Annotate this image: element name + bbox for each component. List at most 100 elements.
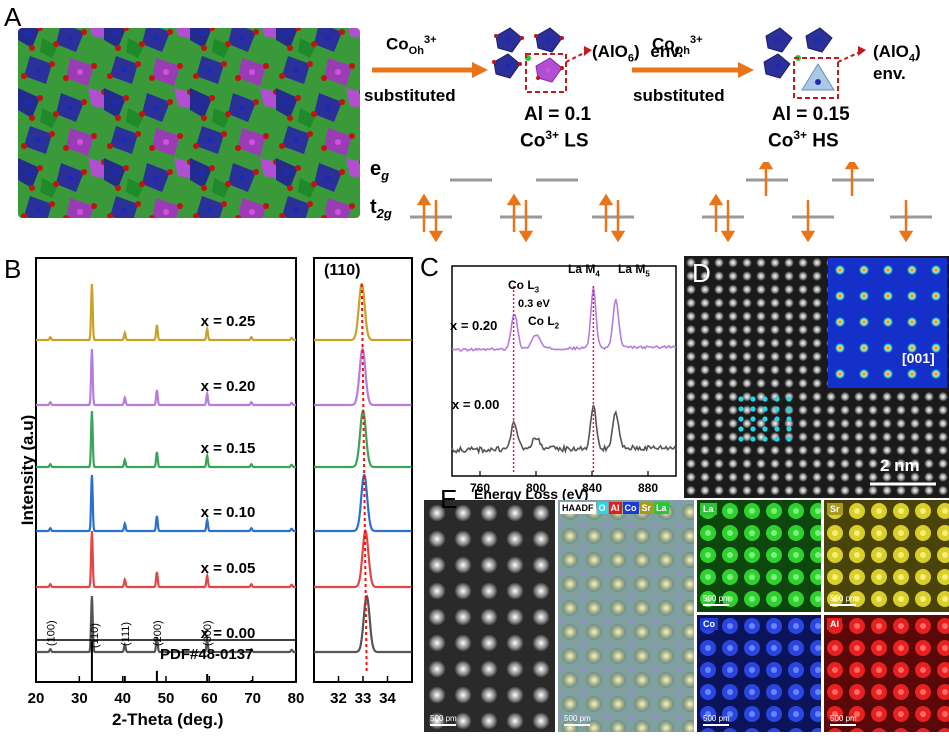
inset-x-tick-label: 33 (355, 690, 372, 707)
cyan-atom-marker (750, 416, 756, 422)
x-tick-label: 60 (201, 690, 218, 707)
co-oh-label-mid: CoOh3+ (652, 34, 703, 58)
cyan-atom-marker (738, 436, 744, 442)
fft-spot (883, 265, 893, 275)
inset-peak-line (314, 283, 412, 342)
map-al: Al 500 pm (824, 615, 949, 732)
substituted-label-left: substituted (364, 86, 456, 105)
peak-shift-line (360, 283, 368, 675)
inset-peak-line (314, 408, 412, 469)
eels-x-tick-label: 800 (526, 481, 546, 495)
orbital-diagram (410, 162, 932, 242)
xrd-series-line (36, 595, 296, 654)
panel-letter-e: E (440, 484, 458, 514)
hkl-label: (300) (202, 620, 214, 646)
alo4-label: (AlO4) env. (873, 42, 921, 84)
xrd-xlabel: 2-Theta (deg.) (112, 710, 224, 729)
cyan-atom-marker (738, 396, 744, 402)
cyan-atom-marker (774, 416, 780, 422)
eels-chart: 760 800 840 880 (451, 265, 677, 495)
crystal-structure (18, 28, 360, 218)
hkl-label: (200) (152, 620, 164, 646)
fft-spot (907, 369, 917, 379)
xrd-series-line (36, 530, 296, 589)
fft-spot (859, 291, 869, 301)
haadf-image (684, 256, 949, 498)
e-haadf-image: 500 pm (424, 500, 555, 732)
cyan-atom-marker (750, 406, 756, 412)
hkl-label: (100) (45, 620, 57, 646)
xrd-series-label: x = 0.20 (201, 378, 256, 395)
eels-x020-label: x = 0.20 (450, 318, 498, 333)
fft-spot (907, 291, 917, 301)
inset-peak-line (314, 595, 412, 654)
xrd-ylabel: Intensity (a.u) (18, 414, 37, 526)
cyan-atom-marker (774, 436, 780, 442)
eels-x-tick-label: 840 (582, 481, 602, 495)
haadf-scale-label: 2 nm (880, 456, 920, 475)
cyan-atom-marker (738, 406, 744, 412)
inset-peak-line (314, 528, 412, 589)
fft-spot (883, 317, 893, 327)
e-overlay-image: HAADF O Al Co Sr La 500 pm (558, 500, 694, 732)
cyan-atom-marker (786, 416, 792, 422)
al-01-label: Al = 0.1 (524, 104, 592, 125)
fft-spot (835, 291, 845, 301)
x-tick-label: 70 (244, 690, 261, 707)
cyan-atom-marker (762, 436, 768, 442)
xrd-chart: x = 0.25 x = 0.20 x = 0.15 x = 0.10 x = 0.05… (28, 257, 413, 707)
hkl-label: (110) (89, 623, 101, 648)
fft-spot (907, 343, 917, 353)
co-l3-label: Co L3 (508, 278, 540, 295)
t2g-label: t2g (370, 196, 392, 221)
eels-x-tick-label: 760 (470, 481, 490, 495)
cyan-atom-marker (750, 396, 756, 402)
panel-a-arrows (372, 62, 754, 78)
cyan-atom-marker (762, 406, 768, 412)
cyan-atom-marker (774, 406, 780, 412)
substituted-label-mid: substituted (633, 86, 725, 105)
pdf-label: PDF#48-0137 (160, 646, 254, 663)
xrd-series-label: x = 0.05 (201, 560, 256, 577)
xrd-series-label: x = 0.15 (201, 440, 256, 457)
fft-spot (907, 317, 917, 327)
shift-label: 0.3 eV (518, 298, 550, 310)
panel-letter-c: C (420, 252, 439, 282)
x-tick-label: 40 (114, 690, 131, 707)
la-m4-label: La M4 (568, 262, 600, 279)
fft-spot (883, 343, 893, 353)
eels-x000-line (451, 404, 677, 456)
map-sr: Sr 500 pm (824, 500, 949, 612)
e-haadf-scale: 500 pm (430, 714, 457, 726)
xrd-series-line (36, 410, 296, 469)
cyan-atom-marker (738, 416, 744, 422)
map-co: Co 500 pm (697, 615, 821, 732)
cyan-atom-marker (786, 426, 792, 432)
la-m5-label: La M5 (618, 262, 650, 279)
eels-frame (451, 265, 677, 477)
eels-x-tick-label: 880 (638, 481, 658, 495)
x-tick-label: 30 (71, 690, 88, 707)
cyan-atom-marker (786, 436, 792, 442)
co-ls-label: Co3+ LS (520, 128, 589, 152)
cyan-atom-marker (762, 396, 768, 402)
cyan-atom-marker (762, 426, 768, 432)
fft-spot (859, 317, 869, 327)
inset-x-tick-label: 34 (379, 690, 396, 707)
zone-axis-label: [001] (902, 350, 935, 366)
cyan-atom-marker (750, 426, 756, 432)
x-tick-label: 50 (158, 690, 175, 707)
cyan-atom-marker (762, 416, 768, 422)
map-la: La 500 pm (697, 500, 821, 612)
x-tick-label: 20 (28, 690, 45, 707)
fft-spot (835, 369, 845, 379)
al-015-label: Al = 0.15 (772, 104, 850, 125)
fft-spot (931, 291, 941, 301)
xrd-series-label: x = 0.00 (201, 625, 256, 642)
fft-spot (907, 265, 917, 275)
alo4-cluster (763, 27, 866, 99)
fft-spot (931, 369, 941, 379)
fft-spot (859, 343, 869, 353)
inset-peak-line (314, 474, 412, 533)
co-hs-label: Co3+ HS (768, 128, 839, 152)
